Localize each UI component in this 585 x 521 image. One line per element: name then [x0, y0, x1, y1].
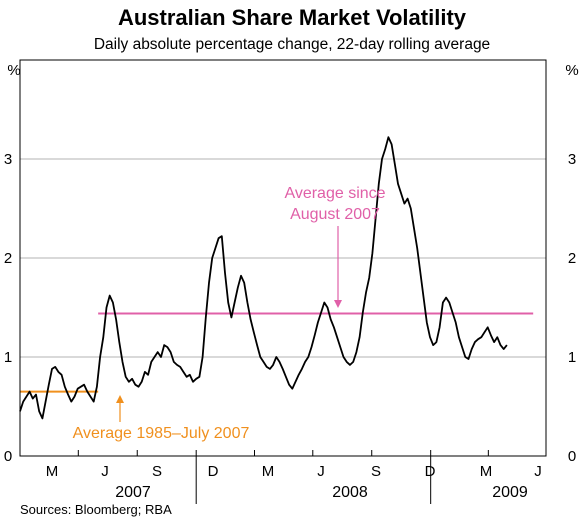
x-year-label: 2007 — [115, 484, 151, 501]
reference-lines — [20, 312, 534, 393]
y-tick-label-left: 2 — [4, 250, 12, 267]
x-tick-label: J — [317, 463, 325, 480]
y-tick-label-right: 0 — [568, 448, 576, 465]
y-tick-label-right: 3 — [568, 151, 576, 168]
source-note: Sources: Bloomberg; RBA — [20, 502, 172, 517]
annotation-avg-since-line2: August 2007 — [290, 206, 380, 223]
x-year-label: 2009 — [492, 484, 528, 501]
x-tick-label: D — [208, 463, 219, 480]
x-tick-label: J — [101, 463, 109, 480]
x-tick-label: S — [152, 463, 162, 480]
x-tick-label: M — [262, 463, 275, 480]
annotation-arrowhead-orange — [116, 395, 124, 403]
x-tick-label: D — [425, 463, 436, 480]
y-ticks-left: 0 1 2 3 — [4, 151, 12, 465]
plot-frame — [19, 59, 547, 457]
x-year-label: 2008 — [332, 484, 368, 501]
y-tick-label-left: 1 — [4, 349, 12, 366]
y-tick-label-right: 2 — [568, 250, 576, 267]
gridlines — [20, 158, 546, 358]
y-axis-unit-left: % — [7, 62, 20, 79]
y-tick-label-left: 0 — [4, 448, 12, 465]
x-tick-label: S — [371, 463, 381, 480]
x-tick-label: J — [534, 463, 542, 480]
series-layer — [19, 136, 508, 420]
x-tick-label: M — [480, 463, 493, 480]
y-axis-unit-right: % — [565, 62, 578, 79]
y-tick-label-right: 1 — [568, 349, 576, 366]
chart-subtitle: Daily absolute percentage change, 22-day… — [94, 36, 490, 53]
annotation-avg-1985: Average 1985–July 2007 — [73, 425, 250, 442]
annotation-arrowhead-pink — [334, 300, 342, 308]
x-ticks: M J S D M J S D M J 2007 2008 2009 — [19, 450, 542, 504]
series-line-volatility — [19, 136, 508, 420]
y-ticks-right: 0 1 2 3 — [568, 151, 576, 465]
chart-title: Australian Share Market Volatility — [118, 5, 467, 30]
annotation-avg-since-line1: Average since — [284, 185, 385, 202]
y-tick-label-left: 3 — [4, 151, 12, 168]
x-tick-label: M — [46, 463, 59, 480]
